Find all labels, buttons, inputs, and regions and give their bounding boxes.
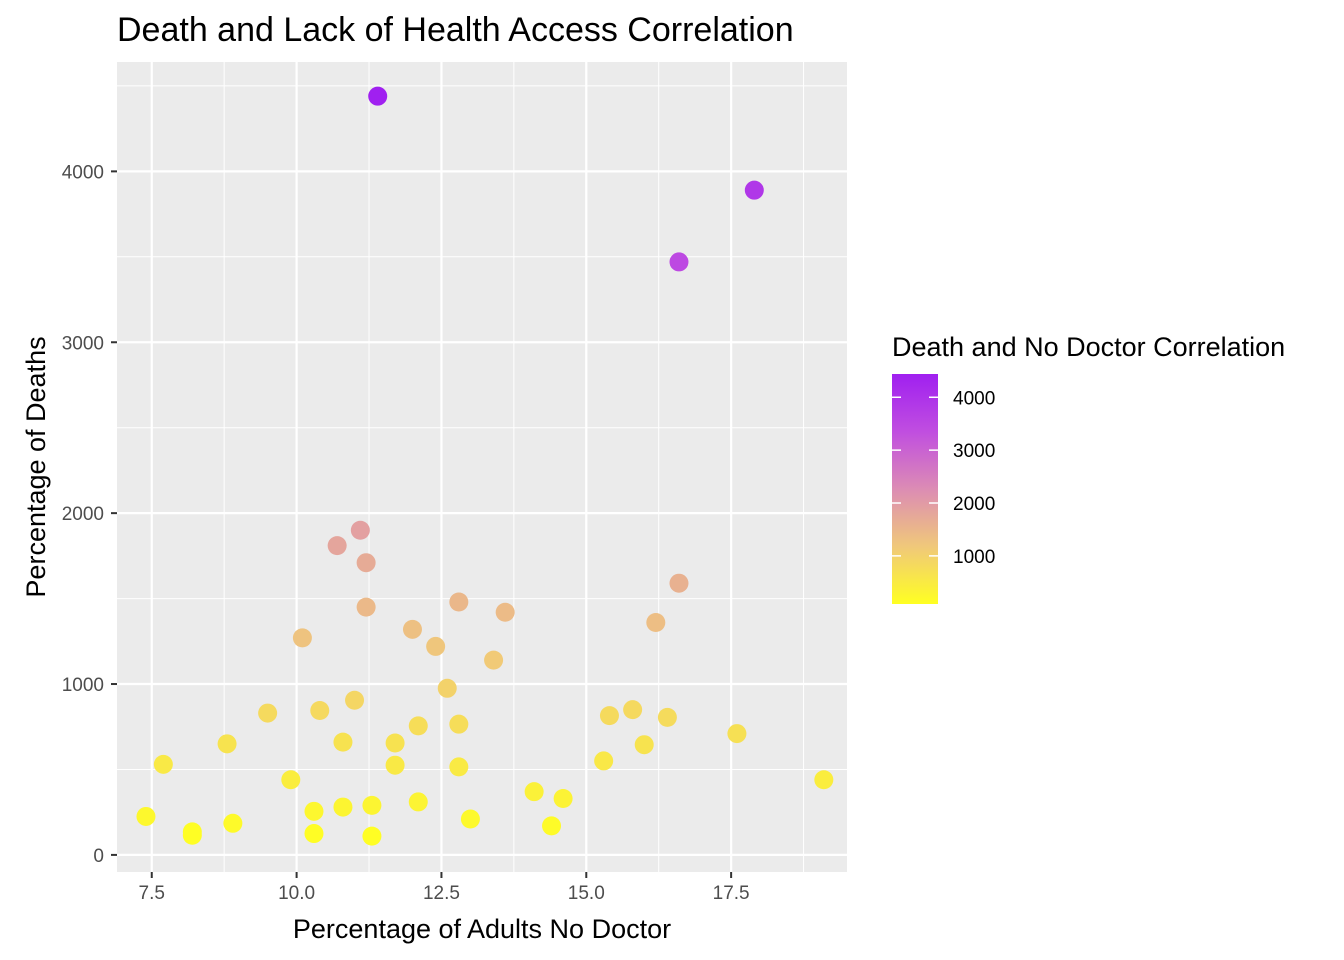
y-axis-title: Percentage of Deaths	[21, 336, 51, 597]
data-point	[495, 602, 515, 622]
data-point	[449, 757, 469, 777]
data-point	[356, 553, 376, 573]
x-tick-label: 17.5	[713, 883, 750, 904]
data-point	[281, 770, 301, 790]
plot-panel	[117, 62, 847, 872]
major-gridlines	[117, 62, 847, 872]
data-point	[524, 782, 544, 802]
data-point	[669, 573, 689, 593]
data-point	[217, 734, 237, 754]
data-point	[362, 826, 382, 846]
data-points	[136, 86, 834, 846]
data-point	[368, 86, 388, 106]
y-tick-label: 3000	[62, 333, 104, 354]
x-tick-label: 15.0	[568, 883, 605, 904]
legend-label: 3000	[953, 441, 995, 462]
data-point	[599, 706, 619, 726]
data-point	[136, 806, 156, 826]
color-legend: Death and No Doctor Correlation 4000 3000…	[892, 332, 1285, 604]
data-point	[402, 619, 422, 639]
data-point	[362, 795, 382, 815]
x-axis: 7.5 10.0 12.5 15.0 17.5	[139, 872, 750, 904]
data-point	[542, 816, 562, 836]
data-point	[327, 536, 347, 556]
data-point	[304, 801, 324, 821]
y-tick-label: 4000	[62, 162, 104, 183]
data-point	[634, 735, 654, 755]
data-point	[153, 754, 173, 774]
data-point	[408, 792, 428, 812]
legend-label: 4000	[953, 388, 995, 409]
y-tick-label: 2000	[62, 504, 104, 525]
legend-ticks: 4000 3000 2000 1000	[892, 388, 995, 568]
data-point	[223, 813, 243, 833]
x-tick-label: 10.0	[278, 883, 315, 904]
data-point	[657, 707, 677, 727]
data-point	[594, 751, 614, 771]
data-point	[484, 650, 504, 670]
legend-colorbar	[892, 374, 938, 604]
x-axis-title: Percentage of Adults No Doctor	[293, 914, 671, 944]
data-point	[310, 701, 330, 721]
data-point	[345, 690, 365, 710]
data-point	[623, 700, 643, 720]
data-point	[350, 520, 370, 540]
data-point	[437, 678, 457, 698]
data-point	[727, 724, 747, 744]
legend-label: 2000	[953, 494, 995, 515]
data-point	[385, 755, 405, 775]
data-point	[258, 703, 278, 723]
x-tick-label: 12.5	[423, 883, 460, 904]
data-point	[669, 252, 689, 272]
data-point	[449, 714, 469, 734]
data-point	[744, 180, 764, 200]
y-tick-label: 1000	[62, 675, 104, 696]
data-point	[814, 770, 834, 790]
data-point	[333, 797, 353, 817]
data-point	[553, 789, 573, 809]
legend-label: 1000	[953, 547, 995, 568]
y-axis: 0 1000 2000 3000 4000	[62, 162, 117, 867]
data-point	[646, 613, 666, 633]
data-point	[304, 824, 324, 844]
x-tick-label: 7.5	[139, 883, 165, 904]
data-point	[356, 597, 376, 617]
data-point	[292, 628, 312, 648]
data-point	[408, 716, 428, 736]
data-point	[449, 592, 469, 612]
data-point	[426, 636, 446, 656]
legend-title: Death and No Doctor Correlation	[892, 332, 1285, 362]
data-point	[333, 732, 353, 752]
data-point	[385, 733, 405, 753]
data-point	[460, 809, 480, 829]
y-tick-label: 0	[93, 846, 104, 867]
minor-gridlines	[117, 62, 847, 872]
data-point	[182, 825, 202, 845]
chart-title: Death and Lack of Health Access Correlat…	[117, 11, 794, 49]
